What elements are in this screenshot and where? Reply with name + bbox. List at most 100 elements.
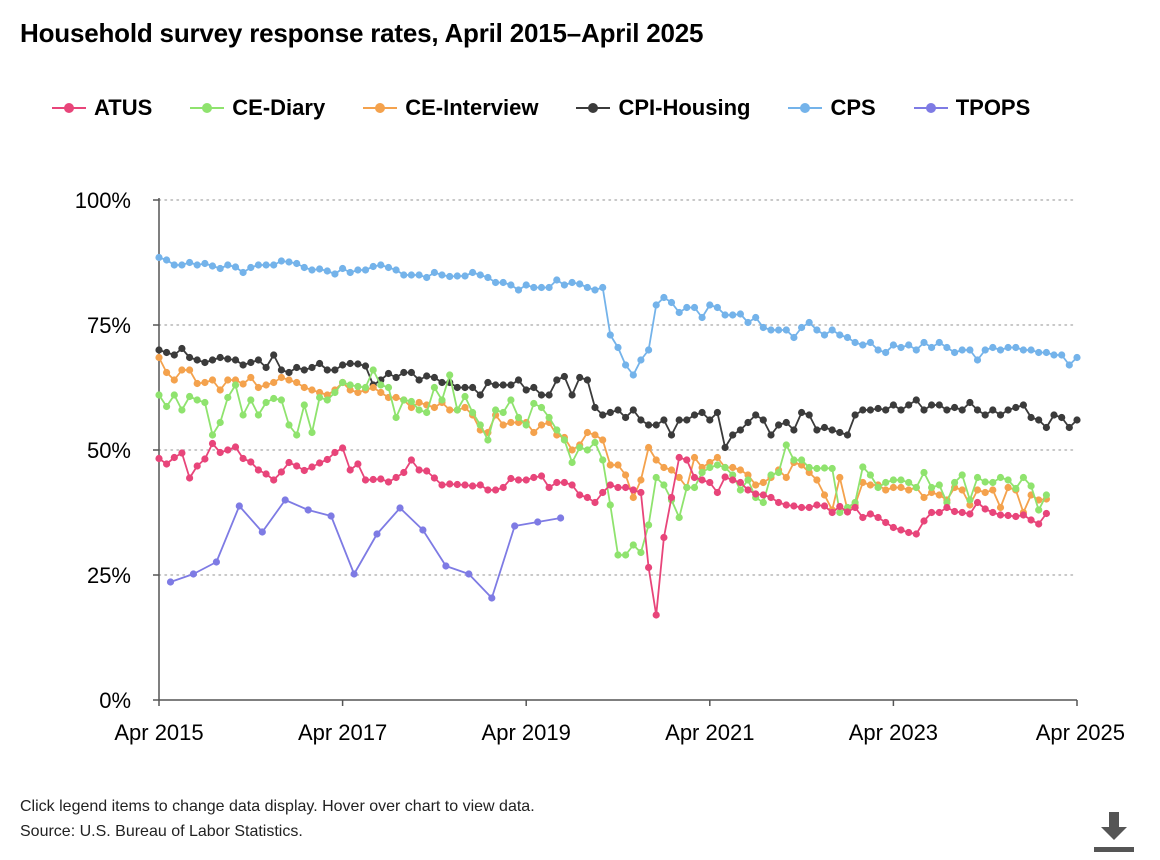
data-point-cps[interactable]	[690, 303, 699, 312]
data-point-atus[interactable]	[155, 454, 163, 463]
data-point-ce-diary[interactable]	[438, 396, 446, 404]
data-point-cpi-housing[interactable]	[553, 376, 561, 384]
data-point-cps[interactable]	[186, 258, 194, 267]
data-point-atus[interactable]	[775, 498, 783, 507]
data-point-cps[interactable]	[384, 263, 393, 272]
data-point-ce-diary[interactable]	[193, 396, 201, 404]
data-point-cpi-housing[interactable]	[1058, 413, 1066, 422]
data-point-atus[interactable]	[935, 508, 943, 517]
data-point-cps[interactable]	[484, 273, 492, 282]
data-point-ce-diary[interactable]	[163, 402, 171, 411]
data-point-atus[interactable]	[461, 481, 469, 489]
data-point-cps[interactable]	[820, 331, 829, 339]
data-point-cps[interactable]	[568, 278, 576, 287]
data-point-cpi-housing[interactable]	[224, 355, 232, 363]
data-point-ce-interview[interactable]	[170, 376, 178, 384]
series-cpi-housing[interactable]	[155, 344, 1081, 452]
data-point-tpops[interactable]	[327, 512, 335, 520]
legend-item-atus[interactable]: ATUS	[52, 95, 152, 121]
data-point-cps[interactable]	[507, 281, 515, 289]
data-point-cps[interactable]	[1019, 346, 1027, 354]
data-point-cpi-housing[interactable]	[415, 376, 423, 384]
data-point-cps[interactable]	[729, 311, 737, 319]
data-point-atus[interactable]	[438, 481, 446, 489]
data-point-cps[interactable]	[591, 286, 599, 294]
data-point-cps[interactable]	[576, 280, 584, 288]
data-point-cps[interactable]	[553, 276, 561, 284]
data-point-cps[interactable]	[798, 323, 806, 332]
data-point-cps[interactable]	[216, 264, 224, 273]
data-point-cpi-housing[interactable]	[583, 376, 592, 384]
data-point-cpi-housing[interactable]	[851, 411, 859, 419]
data-point-atus[interactable]	[897, 526, 905, 534]
data-point-ce-diary[interactable]	[484, 436, 492, 444]
data-point-ce-diary[interactable]	[346, 381, 354, 389]
data-point-cps[interactable]	[759, 323, 767, 332]
data-point-cps[interactable]	[767, 326, 775, 334]
data-point-cps[interactable]	[698, 313, 706, 322]
data-point-cpi-housing[interactable]	[155, 346, 163, 354]
data-point-atus[interactable]	[813, 501, 821, 509]
data-point-ce-diary[interactable]	[973, 473, 982, 482]
data-point-atus[interactable]	[667, 493, 676, 502]
data-point-cpi-housing[interactable]	[469, 383, 477, 392]
data-point-ce-diary[interactable]	[453, 406, 461, 414]
data-point-cps[interactable]	[599, 283, 607, 292]
data-point-atus[interactable]	[231, 443, 240, 451]
data-point-cpi-housing[interactable]	[759, 416, 767, 424]
data-point-atus[interactable]	[530, 473, 538, 482]
data-point-cps[interactable]	[889, 341, 898, 349]
data-point-ce-interview[interactable]	[706, 458, 714, 467]
data-point-cpi-housing[interactable]	[193, 356, 201, 364]
data-point-cps[interactable]	[943, 343, 951, 352]
data-point-ce-diary[interactable]	[981, 478, 989, 486]
data-point-ce-diary[interactable]	[805, 463, 813, 472]
data-point-atus[interactable]	[905, 528, 913, 537]
data-point-cpi-housing[interactable]	[897, 406, 905, 414]
data-point-ce-interview[interactable]	[270, 378, 278, 387]
data-point-ce-interview[interactable]	[973, 486, 982, 494]
data-point-cps[interactable]	[270, 261, 278, 269]
data-point-ce-interview[interactable]	[216, 386, 224, 394]
data-point-cpi-housing[interactable]	[599, 411, 607, 419]
data-point-cpi-housing[interactable]	[499, 381, 507, 389]
data-point-atus[interactable]	[1019, 511, 1027, 519]
data-point-atus[interactable]	[537, 472, 546, 480]
data-point-cpi-housing[interactable]	[476, 391, 484, 399]
data-point-cpi-housing[interactable]	[996, 411, 1005, 419]
data-point-cpi-housing[interactable]	[231, 356, 240, 364]
data-point-cpi-housing[interactable]	[905, 401, 913, 409]
data-point-ce-diary[interactable]	[928, 483, 936, 492]
data-point-cps[interactable]	[622, 361, 630, 369]
data-point-ce-diary[interactable]	[446, 371, 454, 379]
data-point-cps[interactable]	[407, 271, 415, 279]
data-point-ce-interview[interactable]	[346, 386, 354, 394]
data-point-tpops[interactable]	[419, 526, 427, 534]
data-point-cps[interactable]	[446, 272, 454, 281]
data-point-ce-diary[interactable]	[316, 393, 324, 402]
data-point-atus[interactable]	[361, 476, 370, 484]
data-point-cps[interactable]	[354, 266, 362, 274]
data-point-atus[interactable]	[966, 510, 974, 518]
data-point-ce-interview[interactable]	[928, 488, 936, 497]
data-point-cpi-housing[interactable]	[606, 408, 614, 417]
data-point-ce-interview[interactable]	[231, 376, 240, 384]
data-point-ce-diary[interactable]	[522, 421, 530, 429]
data-point-cps[interactable]	[178, 261, 186, 269]
data-point-atus[interactable]	[828, 508, 836, 517]
data-point-cpi-housing[interactable]	[514, 376, 523, 384]
data-point-atus[interactable]	[645, 563, 653, 572]
data-point-ce-interview[interactable]	[813, 476, 821, 484]
data-point-atus[interactable]	[637, 488, 645, 497]
data-point-cpi-housing[interactable]	[683, 416, 691, 424]
data-point-cps[interactable]	[316, 265, 324, 273]
data-point-ce-diary[interactable]	[231, 381, 240, 389]
data-point-atus[interactable]	[652, 611, 660, 619]
data-point-cps[interactable]	[476, 271, 484, 279]
data-point-ce-diary[interactable]	[537, 403, 546, 412]
data-point-cpi-housing[interactable]	[920, 406, 928, 414]
data-point-tpops[interactable]	[258, 528, 266, 536]
data-point-atus[interactable]	[430, 474, 438, 482]
data-point-atus[interactable]	[874, 513, 882, 522]
data-point-ce-diary[interactable]	[675, 513, 683, 522]
